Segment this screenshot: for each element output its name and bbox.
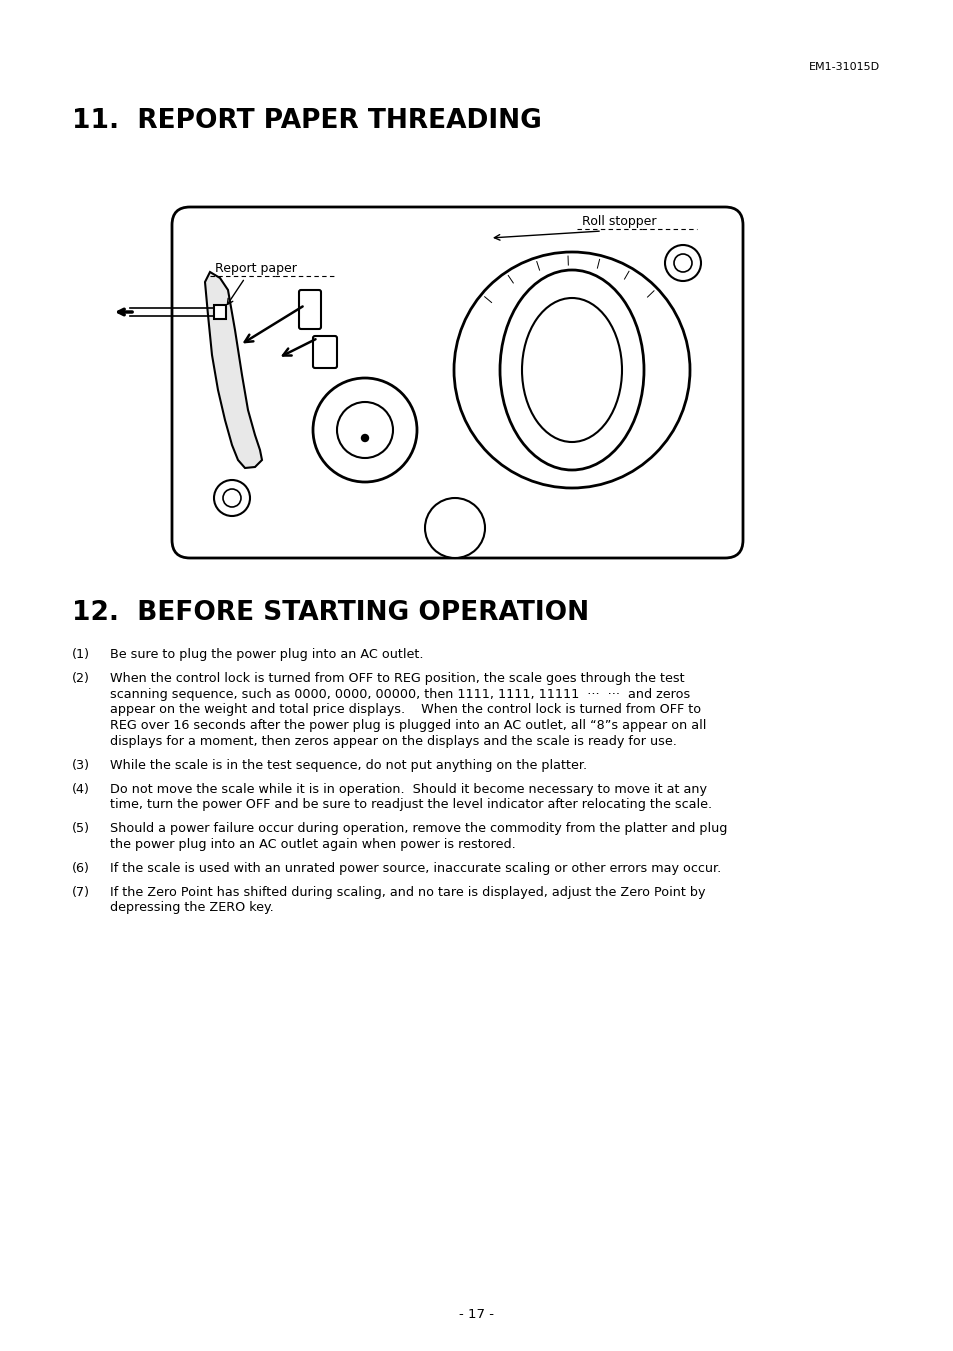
Text: (7): (7) — [71, 886, 90, 898]
Text: the power plug into an AC outlet again when power is restored.: the power plug into an AC outlet again w… — [110, 838, 516, 851]
Text: scanning sequence, such as 0000, 0000, 00000, then 1111, 1111, 11111  ···  ···  : scanning sequence, such as 0000, 0000, 0… — [110, 688, 690, 701]
Text: If the Zero Point has shifted during scaling, and no tare is displayed, adjust t: If the Zero Point has shifted during sca… — [110, 886, 705, 898]
Text: displays for a moment, then zeros appear on the displays and the scale is ready : displays for a moment, then zeros appear… — [110, 735, 677, 748]
Ellipse shape — [521, 299, 621, 442]
Text: (1): (1) — [71, 648, 90, 661]
Text: (2): (2) — [71, 671, 90, 685]
Circle shape — [454, 253, 689, 488]
Text: (4): (4) — [71, 782, 90, 796]
FancyBboxPatch shape — [172, 207, 742, 558]
Text: Do not move the scale while it is in operation.  Should it become necessary to m: Do not move the scale while it is in ope… — [110, 782, 706, 796]
Text: (3): (3) — [71, 759, 90, 771]
Circle shape — [424, 499, 484, 558]
Text: appear on the weight and total price displays.    When the control lock is turne: appear on the weight and total price dis… — [110, 704, 700, 716]
FancyBboxPatch shape — [313, 336, 336, 367]
Circle shape — [213, 480, 250, 516]
Text: 12.  BEFORE STARTING OPERATION: 12. BEFORE STARTING OPERATION — [71, 600, 589, 626]
Text: 11.  REPORT PAPER THREADING: 11. REPORT PAPER THREADING — [71, 108, 541, 134]
Circle shape — [313, 378, 416, 482]
Text: Report paper: Report paper — [214, 262, 296, 276]
Circle shape — [361, 435, 368, 442]
Text: Roll stopper: Roll stopper — [581, 215, 656, 228]
Circle shape — [223, 489, 241, 507]
Text: While the scale is in the test sequence, do not put anything on the platter.: While the scale is in the test sequence,… — [110, 759, 586, 771]
Text: time, turn the power OFF and be sure to readjust the level indicator after reloc: time, turn the power OFF and be sure to … — [110, 798, 711, 812]
Text: (6): (6) — [71, 862, 90, 875]
Text: REG over 16 seconds after the power plug is plugged into an AC outlet, all “8”s : REG over 16 seconds after the power plug… — [110, 719, 705, 732]
Text: EM1-31015D: EM1-31015D — [808, 62, 879, 72]
Text: If the scale is used with an unrated power source, inaccurate scaling or other e: If the scale is used with an unrated pow… — [110, 862, 720, 875]
Text: Be sure to plug the power plug into an AC outlet.: Be sure to plug the power plug into an A… — [110, 648, 423, 661]
FancyBboxPatch shape — [298, 290, 320, 330]
Circle shape — [673, 254, 691, 272]
Text: Should a power failure occur during operation, remove the commodity from the pla: Should a power failure occur during oper… — [110, 823, 726, 835]
Text: When the control lock is turned from OFF to REG position, the scale goes through: When the control lock is turned from OFF… — [110, 671, 684, 685]
Text: (5): (5) — [71, 823, 90, 835]
Circle shape — [336, 403, 393, 458]
Bar — [213, 305, 226, 319]
Text: - 17 -: - 17 - — [459, 1308, 494, 1321]
PathPatch shape — [205, 272, 262, 467]
Text: depressing the ZERO key.: depressing the ZERO key. — [110, 901, 274, 915]
Circle shape — [664, 245, 700, 281]
Ellipse shape — [499, 270, 643, 470]
